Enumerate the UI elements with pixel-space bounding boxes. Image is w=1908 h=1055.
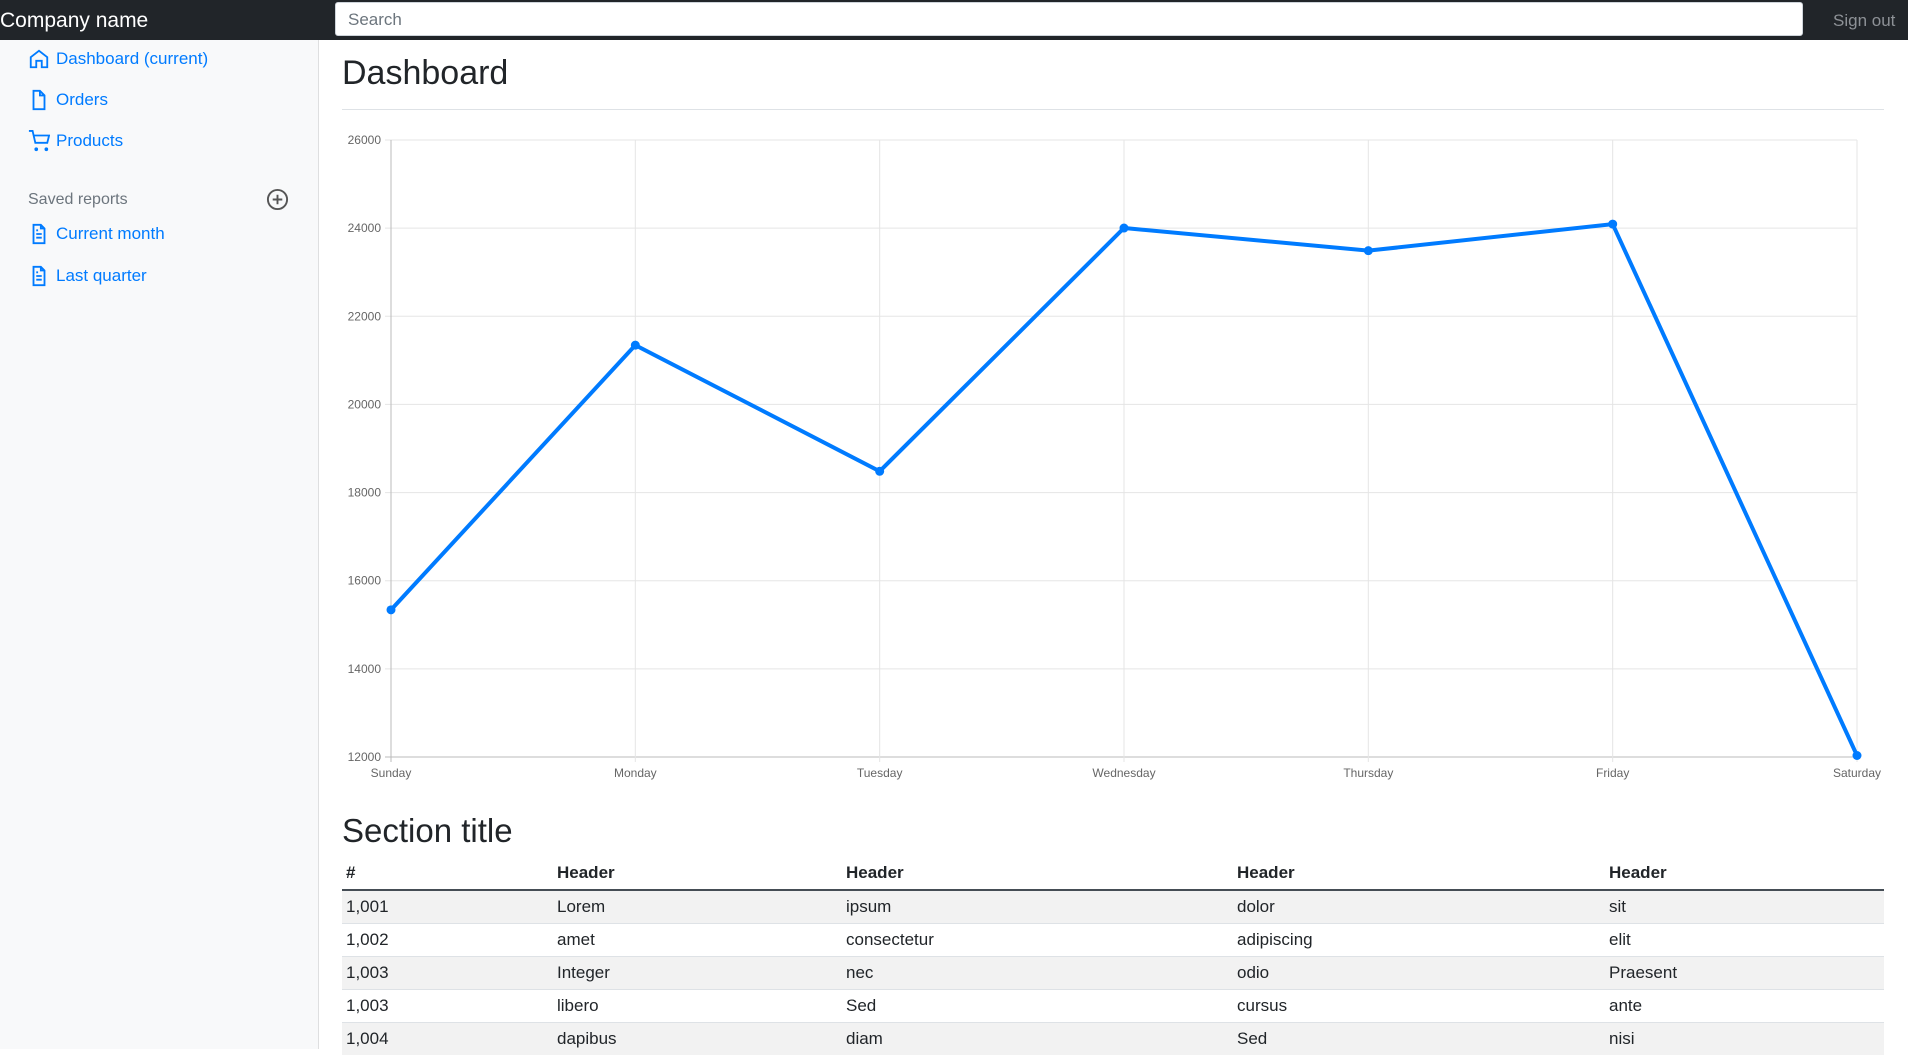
table-cell: Sed <box>1233 1023 1605 1055</box>
table-cell: diam <box>842 1023 1233 1055</box>
y-tick-label: 14000 <box>348 662 382 676</box>
table-cell: Integer <box>553 957 842 990</box>
table-cell: 1,003 <box>342 990 553 1023</box>
point <box>875 467 884 476</box>
x-tick-label: Friday <box>1596 766 1629 780</box>
table-cell: 1,002 <box>342 924 553 957</box>
table-cell: 1,003 <box>342 957 553 990</box>
table-cell: libero <box>553 990 842 1023</box>
x-tick-label: Monday <box>614 766 657 780</box>
x-tick-label: Wednesday <box>1092 766 1155 780</box>
point <box>1364 246 1373 255</box>
y-tick-label: 24000 <box>348 221 382 235</box>
table-cell: Praesent <box>1605 957 1884 990</box>
y-tick-label: 18000 <box>348 486 382 500</box>
y-tick-label: 16000 <box>348 574 382 588</box>
table-cell: 1,001 <box>342 890 553 924</box>
chart: 12000 14000 16000 18000 20000 22000 24000 26000… <box>0 0 1908 800</box>
table-cell: sit <box>1605 890 1884 924</box>
y-tick-label: 20000 <box>348 397 382 411</box>
point <box>631 341 640 350</box>
table-cell: elit <box>1605 924 1884 957</box>
table-cell: odio <box>1233 957 1605 990</box>
table-header: Header <box>842 857 1233 890</box>
table-header: Header <box>553 857 842 890</box>
table-cell: nec <box>842 957 1233 990</box>
x-tick-label: Sunday <box>371 766 412 780</box>
table-cell: dapibus <box>553 1023 842 1055</box>
table-header: Header <box>1233 857 1605 890</box>
y-tick-label: 26000 <box>348 133 382 147</box>
table-cell: ante <box>1605 990 1884 1023</box>
table-cell: adipiscing <box>1233 924 1605 957</box>
table-cell: 1,004 <box>342 1023 553 1055</box>
y-tick-label: 12000 <box>348 750 382 764</box>
table-cell: cursus <box>1233 990 1605 1023</box>
table-cell: dolor <box>1233 890 1605 924</box>
point <box>1853 751 1862 760</box>
x-tick-label: Thursday <box>1343 766 1393 780</box>
table-cell: Lorem <box>553 890 842 924</box>
x-tick-label: Saturday <box>1833 766 1881 780</box>
table-cell: consectetur <box>842 924 1233 957</box>
y-tick-label: 22000 <box>348 309 382 323</box>
table-cell: amet <box>553 924 842 957</box>
table-header: Header <box>1605 857 1884 890</box>
table-cell: ipsum <box>842 890 1233 924</box>
table-cell: nisi <box>1605 1023 1884 1055</box>
point <box>387 605 396 614</box>
point <box>1120 224 1129 233</box>
x-tick-label: Tuesday <box>857 766 903 780</box>
table-cell: Sed <box>842 990 1233 1023</box>
table-header: # <box>342 857 553 890</box>
point <box>1608 220 1617 229</box>
section-title: Section title <box>342 812 513 850</box>
